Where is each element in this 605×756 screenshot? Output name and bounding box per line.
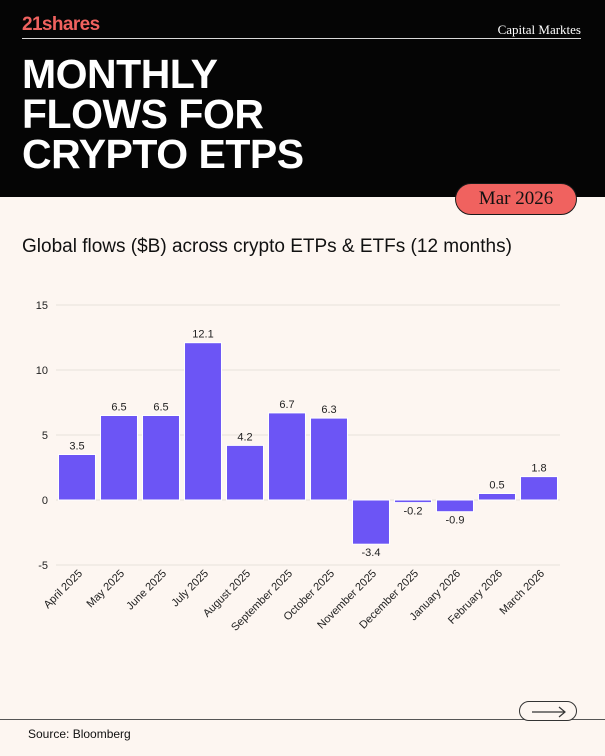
data-label: 6.5 (111, 402, 126, 414)
bar (226, 444, 264, 501)
data-label: -3.4 (362, 547, 381, 559)
data-label: 6.5 (153, 402, 168, 414)
data-label: 12.1 (192, 329, 213, 341)
y-tick-label: 15 (36, 300, 48, 312)
data-label: -0.2 (404, 506, 423, 518)
bar (310, 417, 348, 501)
bar (520, 476, 558, 501)
bar (184, 342, 222, 501)
y-tick-label: 0 (42, 495, 48, 507)
header-divider (22, 38, 581, 39)
bar (436, 499, 474, 513)
data-label: 4.2 (237, 431, 252, 443)
page-title: MONTHLY FLOWS FOR CRYPTO ETPS (22, 51, 582, 177)
data-label: 3.5 (69, 441, 84, 453)
data-label: 1.8 (531, 463, 546, 475)
arrow-right-icon (532, 706, 566, 718)
x-tick-label: April 2025 (42, 568, 86, 612)
y-tick-label: -5 (38, 560, 48, 572)
bar (58, 454, 96, 501)
division-label: Capital Marktes (497, 22, 581, 37)
data-label: 6.3 (321, 404, 336, 416)
bar (142, 415, 180, 501)
title-line-3: CRYPTO ETPS (22, 131, 304, 177)
x-tick-label: March 2026 (498, 568, 548, 618)
title-line-1: MONTHLY (22, 51, 218, 97)
chart-subtitle: Global flows ($B) across crypto ETPs & E… (22, 236, 512, 257)
bar (478, 493, 516, 501)
title-line-2: FLOWS FOR (22, 91, 264, 137)
source-note: Source: Bloomberg (28, 727, 131, 741)
bar (268, 412, 306, 501)
data-label: 0.5 (489, 480, 504, 492)
y-tick-label: 10 (36, 365, 48, 377)
header-banner: 21shares Capital Marktes MONTHLY FLOWS F… (0, 0, 605, 197)
x-tick-label: July 2025 (169, 568, 211, 610)
x-tick-label: May 2025 (84, 568, 127, 611)
bar (100, 415, 138, 501)
brand-logo: 21shares (22, 14, 100, 35)
date-badge: Mar 2026 (455, 183, 577, 215)
x-tick-label: June 2025 (124, 568, 169, 613)
bar (394, 499, 432, 504)
bar-chart: -5 0 5 10 15 3.5 April 2025 6.5 May 2025 6.5 June … (36, 300, 560, 634)
footer-divider (0, 719, 605, 720)
next-button[interactable] (519, 701, 577, 721)
bar (352, 499, 390, 545)
y-tick-label: 5 (42, 430, 48, 442)
data-label: -0.9 (446, 515, 465, 527)
data-label: 6.7 (279, 399, 294, 411)
